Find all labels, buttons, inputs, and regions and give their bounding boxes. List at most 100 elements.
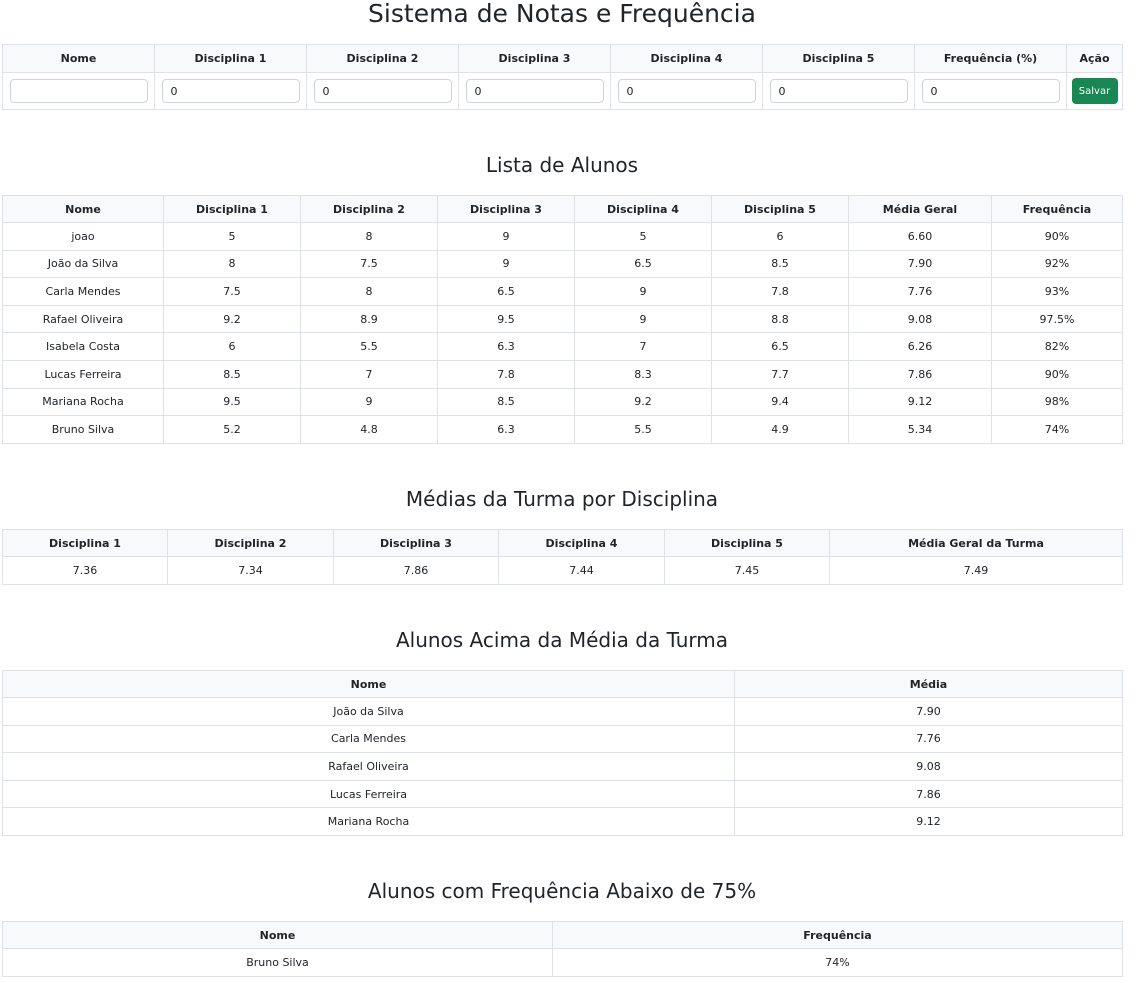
cell-disciplina-1: 8.5 — [163, 359, 301, 389]
cell-frequencia: 90% — [991, 359, 1123, 389]
table-row: João da Silva 8 7.5 9 6.5 8.5 7.90 92% — [2, 249, 1123, 279]
column-header-disciplina-5: Disciplina 5 — [711, 195, 849, 223]
cell-disciplina-1: 9.2 — [163, 304, 301, 334]
cell-nome: Bruno Silva — [2, 415, 164, 444]
cell-disciplina-4: 5 — [574, 222, 712, 251]
cell-disciplina-1: 6 — [163, 332, 301, 361]
cell-disciplina-4: 7 — [574, 332, 712, 361]
cell-media-geral: 7.86 — [848, 359, 992, 389]
form-header-disciplina-5: Disciplina 5 — [762, 44, 915, 73]
cell-disciplina-5: 6.5 — [711, 332, 849, 361]
cell-disciplina-2: 8 — [300, 222, 438, 251]
table-row: Mariana Rocha 9.5 9 8.5 9.2 9.4 9.12 98% — [2, 387, 1123, 417]
low-frequency-header-row: Nome Frequência — [2, 921, 1123, 949]
disciplina-1-input[interactable] — [161, 79, 300, 103]
students-header-row: Nome Disciplina 1 Disciplina 2 Disciplina 3… — [2, 195, 1123, 223]
cell-media: 9.08 — [734, 752, 1123, 781]
cell-disciplina-4: 9 — [574, 304, 712, 334]
cell-disciplina-5: 8.8 — [711, 304, 849, 334]
cell-frequencia: 98% — [991, 387, 1123, 417]
table-row: joao 5 8 9 5 6 6.60 90% — [2, 222, 1123, 251]
cell-nome: João da Silva — [2, 249, 164, 279]
student-form-table: Nome Disciplina 1 Disciplina 2 Disciplin… — [2, 44, 1123, 110]
save-button[interactable]: Salvar — [1071, 78, 1118, 104]
cell-media: 7.90 — [734, 697, 1123, 726]
table-row: João da Silva 7.90 — [2, 697, 1123, 726]
column-header-disciplina-1: Disciplina 1 — [2, 529, 168, 557]
name-input[interactable] — [9, 79, 148, 103]
form-header-nome: Nome — [2, 44, 155, 73]
column-header-disciplina-1: Disciplina 1 — [163, 195, 301, 223]
column-header-disciplina-2: Disciplina 2 — [300, 195, 438, 223]
column-header-nome: Nome — [2, 921, 553, 949]
column-header-frequencia: Frequência — [991, 195, 1123, 223]
frequencia-input[interactable] — [921, 79, 1060, 103]
cell-disciplina-3: 8.5 — [437, 387, 575, 417]
cell-disciplina-3: 6.5 — [437, 277, 575, 306]
table-row: Bruno Silva 5.2 4.8 6.3 5.5 4.9 5.34 74% — [2, 415, 1123, 444]
disciplina-2-input[interactable] — [313, 79, 452, 103]
cell-nome: João da Silva — [2, 697, 735, 726]
form-header-acao: Ação — [1066, 44, 1123, 73]
averages-section-title: Médias da Turma por Disciplina — [405, 487, 719, 511]
cell-disciplina-3: 6.3 — [437, 332, 575, 361]
cell-disciplina-5: 7.8 — [711, 277, 849, 306]
cell-media-geral: 5.34 — [848, 415, 992, 444]
above-average-header-row: Nome Média — [2, 670, 1123, 698]
form-input-row: Salvar — [2, 72, 1123, 110]
cell-media-geral: 6.60 — [848, 222, 992, 251]
cell-disciplina-1: 8 — [163, 249, 301, 279]
students-section-title: Lista de Alunos — [485, 153, 639, 177]
cell-disciplina-5: 7.7 — [711, 359, 849, 389]
cell-nome: Isabela Costa — [2, 332, 164, 361]
form-header-frequencia: Frequência (%) — [914, 44, 1067, 73]
cell-disciplina-4: 9.2 — [574, 387, 712, 417]
cell-disciplina-1: 5 — [163, 222, 301, 251]
cell-disciplina-3: 9 — [437, 249, 575, 279]
column-header-media-geral-da-turma: Média Geral da Turma — [829, 529, 1123, 557]
form-header-row: Nome Disciplina 1 Disciplina 2 Disciplin… — [2, 44, 1123, 73]
cell-disciplina-3: 9 — [437, 222, 575, 251]
cell-disciplina-5: 4.9 — [711, 415, 849, 444]
cell-disciplina-2: 7.5 — [300, 249, 438, 279]
cell-disciplina-5: 9.4 — [711, 387, 849, 417]
cell-nome: Mariana Rocha — [2, 807, 735, 836]
cell-frequencia: 90% — [991, 222, 1123, 251]
averages-header-row: Disciplina 1 Disciplina 2 Disciplina 3 Disc… — [2, 529, 1123, 557]
column-header-disciplina-5: Disciplina 5 — [664, 529, 830, 557]
cell-media-geral: 7.90 — [848, 249, 992, 279]
cell-frequencia: 82% — [991, 332, 1123, 361]
cell-disciplina-2: 7.34 — [167, 556, 334, 585]
low-frequency-section-title: Alunos com Frequência Abaixo de 75% — [367, 879, 757, 903]
form-header-disciplina-4: Disciplina 4 — [610, 44, 763, 73]
column-header-disciplina-4: Disciplina 4 — [574, 195, 712, 223]
cell-disciplina-2: 5.5 — [300, 332, 438, 361]
cell-nome: joao — [2, 222, 164, 251]
cell-media-geral: 6.26 — [848, 332, 992, 361]
cell-disciplina-4: 9 — [574, 277, 712, 306]
students-table: Nome Disciplina 1 Disciplina 2 Disciplina 3… — [2, 195, 1123, 444]
table-row: Carla Mendes 7.76 — [2, 724, 1123, 754]
disciplina-3-input[interactable] — [465, 79, 604, 103]
cell-media: 7.86 — [734, 779, 1123, 809]
column-header-disciplina-4: Disciplina 4 — [498, 529, 665, 557]
cell-frequencia: 93% — [991, 277, 1123, 306]
cell-disciplina-2: 9 — [300, 387, 438, 417]
cell-disciplina-4: 6.5 — [574, 249, 712, 279]
cell-disciplina-3: 7.8 — [437, 359, 575, 389]
column-header-disciplina-3: Disciplina 3 — [437, 195, 575, 223]
cell-disciplina-3: 7.86 — [333, 556, 499, 585]
cell-frequencia: 74% — [552, 948, 1123, 977]
form-header-disciplina-1: Disciplina 1 — [154, 44, 307, 73]
cell-nome: Carla Mendes — [2, 724, 735, 754]
cell-media-geral: 9.08 — [848, 304, 992, 334]
cell-nome: Carla Mendes — [2, 277, 164, 306]
cell-disciplina-5: 6 — [711, 222, 849, 251]
disciplina-5-input[interactable] — [769, 79, 908, 103]
cell-media-geral: 7.76 — [848, 277, 992, 306]
cell-disciplina-3: 6.3 — [437, 415, 575, 444]
above-average-table: Nome Média João da Silva 7.90 Carla Mendes 7… — [2, 670, 1123, 836]
low-frequency-table: Nome Frequência Bruno Silva 74% — [2, 921, 1123, 977]
cell-disciplina-5: 8.5 — [711, 249, 849, 279]
disciplina-4-input[interactable] — [617, 79, 756, 103]
